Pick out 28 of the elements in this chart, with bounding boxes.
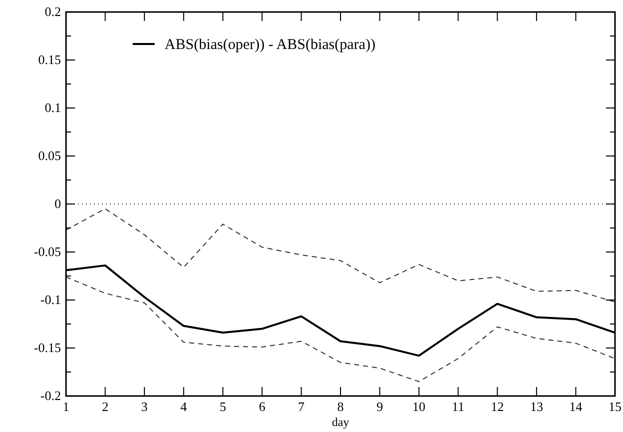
x-tick-label: 5	[220, 399, 226, 414]
x-tick-label: 2	[102, 399, 108, 414]
y-tick-label: -0.2	[40, 388, 61, 403]
x-tick-label: 4	[180, 399, 188, 414]
x-tick-label: 13	[530, 399, 544, 414]
x-tick-label: 9	[376, 399, 383, 414]
x-tick-label: 7	[298, 399, 306, 414]
x-tick-label: 3	[141, 399, 148, 414]
x-tick-label: 1	[62, 399, 70, 414]
y-tick-label: 0.2	[44, 4, 61, 19]
line-series	[66, 208, 616, 302]
x-tick-label: 14	[569, 399, 583, 414]
x-tick-label: 10	[412, 399, 426, 414]
y-tick-label: 0.05	[38, 148, 61, 163]
y-tick-label: 0	[54, 196, 61, 211]
x-tick-label: 6	[258, 399, 266, 414]
y-tick-label: 0.15	[38, 52, 61, 67]
x-tick-label: 12	[490, 399, 504, 414]
line-series	[66, 276, 616, 382]
x-tick-label: 15	[608, 399, 622, 414]
y-tick-label: -0.15	[34, 340, 61, 355]
legend-label: ABS(bias(oper)) - ABS(bias(para))	[164, 37, 376, 53]
x-tick-label: 8	[337, 399, 344, 414]
y-tick-label: -0.1	[40, 292, 61, 307]
y-tick-label: -0.05	[34, 244, 61, 259]
x-tick-label: 11	[452, 399, 464, 414]
y-tick-label: 0.1	[44, 100, 61, 115]
x-axis-title: day	[332, 415, 350, 429]
